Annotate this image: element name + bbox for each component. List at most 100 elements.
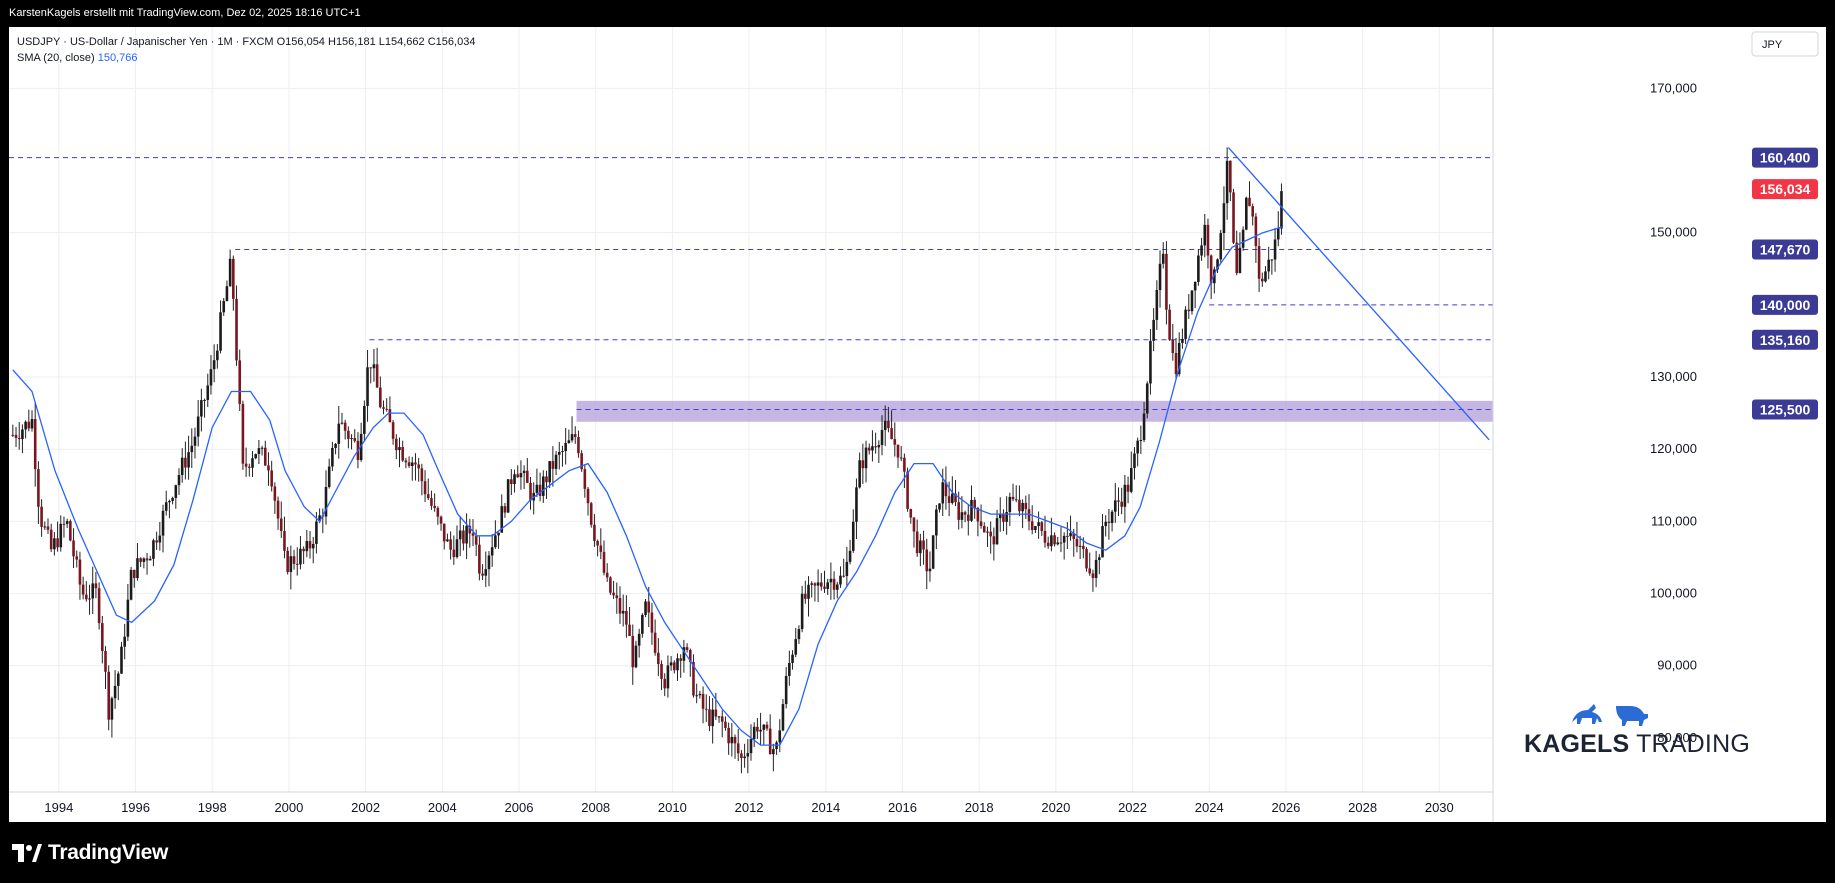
candle-body [1046, 542, 1050, 547]
candle-body [583, 469, 587, 489]
candle-body [1126, 484, 1130, 492]
candle-body [107, 671, 111, 720]
candle-body [1107, 521, 1111, 524]
candle-body [1177, 342, 1181, 375]
candle-body [14, 434, 18, 438]
candle-body [928, 568, 932, 572]
candle-body [168, 500, 171, 503]
candle-body [391, 422, 395, 439]
candle-body [33, 419, 37, 470]
candle-body [1270, 259, 1274, 261]
candle-body [931, 535, 935, 569]
bull-bear-icon [1572, 704, 1648, 726]
x-tick-label: 1998 [198, 800, 227, 815]
candle-body [1158, 263, 1162, 291]
candle-body [676, 658, 679, 671]
candle-body [966, 514, 970, 521]
kagels-trading-logo: KAGELS TRADING [1524, 692, 1750, 762]
candle-body [855, 487, 858, 522]
candle-body [24, 421, 27, 430]
candle-body [1155, 290, 1159, 320]
candle-body [714, 709, 718, 717]
currency-label: JPY [1762, 39, 1783, 51]
candle-body [580, 453, 583, 470]
candle-body [839, 575, 842, 585]
candle-body [813, 583, 817, 586]
candle-body [903, 457, 906, 472]
candle-body [1005, 512, 1008, 522]
candle-body [196, 416, 200, 437]
candle-body [551, 461, 555, 469]
candle-body [238, 360, 242, 404]
candle-body [1190, 290, 1194, 312]
candle-body [947, 496, 951, 503]
legend-symbol: USDJPY · US-Dollar / Japanischer Yen · 1… [17, 36, 274, 48]
candle-body [1229, 160, 1232, 193]
candle-body [289, 556, 293, 573]
candle-body [1232, 192, 1235, 243]
candle-body [1120, 501, 1123, 507]
x-tick-label: 2028 [1348, 800, 1377, 815]
candle-body [609, 577, 612, 593]
candle-body [612, 592, 615, 596]
candle-body [222, 301, 226, 313]
zone-band [576, 400, 1493, 422]
candle-body [462, 530, 465, 544]
y-tick-label: 80,000 [1657, 730, 1697, 745]
candle-body [516, 474, 520, 478]
candle-body [1040, 522, 1044, 531]
candle-body [299, 548, 302, 565]
candle-body [535, 484, 539, 493]
candle-body [46, 526, 50, 530]
candle-body [567, 440, 571, 443]
candle-body [685, 647, 689, 650]
candle-body [820, 582, 823, 587]
candle-body [1200, 245, 1203, 256]
candle-body [161, 510, 165, 536]
candle-body [1069, 533, 1072, 537]
candle-body [324, 486, 328, 517]
candle-body [308, 541, 312, 549]
candle-body [494, 535, 497, 548]
y-tick-label: 170,000 [1650, 80, 1697, 95]
x-tick-label: 2008 [581, 800, 610, 815]
candle-body [963, 512, 967, 515]
candle-body [944, 482, 948, 497]
candle-body [804, 593, 807, 599]
candle-body [88, 598, 91, 600]
candle-body [1056, 542, 1060, 545]
candle-body [915, 531, 919, 554]
legend-low: L154,662 [378, 36, 425, 48]
candle-body [148, 558, 152, 561]
footer-bar [0, 822, 1835, 883]
candle-body [420, 468, 424, 482]
y-tick-label: 110,000 [1651, 513, 1697, 528]
candle-body [1187, 309, 1191, 312]
candle-body [94, 583, 98, 589]
candle-body [589, 503, 593, 525]
candle-body [430, 498, 433, 506]
kagels-trading-text: KAGELS TRADING [1524, 730, 1750, 759]
candle-body [1129, 468, 1133, 492]
candle-body [851, 521, 855, 551]
candle-body [455, 539, 459, 558]
candle-body [848, 550, 852, 562]
candle-body [1062, 535, 1066, 543]
candle-body [631, 635, 635, 668]
candle-body [986, 531, 989, 533]
candle-body [717, 716, 721, 718]
candle-body [305, 541, 309, 552]
candle-body [720, 716, 724, 722]
tradingview-brand[interactable]: TradingView [12, 838, 168, 868]
candle-body [746, 753, 750, 757]
candle-body [573, 434, 577, 438]
candle-body [1059, 542, 1063, 544]
candle-body [756, 726, 759, 732]
candle-body [394, 438, 398, 451]
candle-body [27, 421, 31, 429]
candle-body [1037, 522, 1040, 527]
candle-body [62, 523, 66, 525]
candle-body [816, 582, 820, 586]
candle-body [765, 724, 769, 729]
